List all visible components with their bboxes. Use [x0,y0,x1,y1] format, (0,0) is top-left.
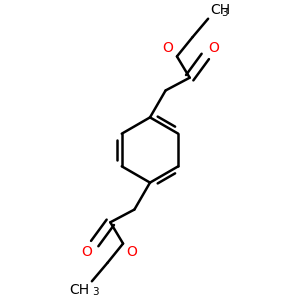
Text: O: O [208,41,219,55]
Text: O: O [163,41,173,55]
Text: CH: CH [70,283,90,297]
Text: 3: 3 [92,287,99,297]
Text: O: O [81,245,92,259]
Text: CH: CH [210,3,230,17]
Text: 3: 3 [221,8,227,18]
Text: O: O [127,245,137,259]
